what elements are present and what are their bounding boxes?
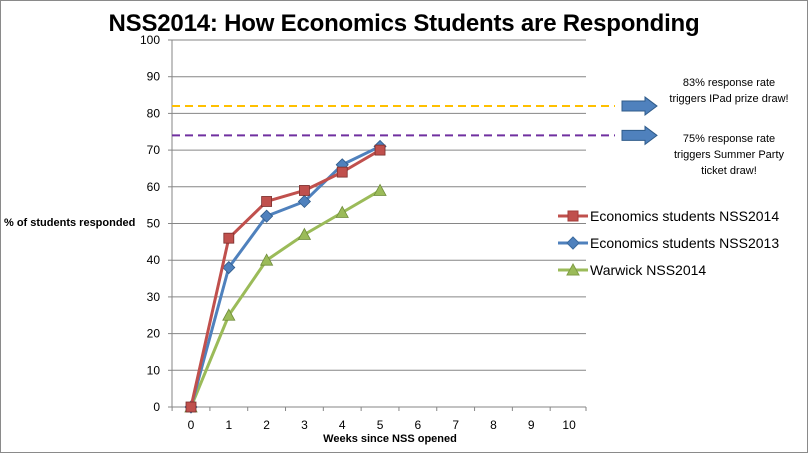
reference-lines [172,96,658,146]
legend-item-econ-2014: Economics students NSS2014 [558,205,779,232]
chart-title: NSS2014: How Economics Students are Resp… [108,10,700,37]
x-axis-label: Weeks since NSS opened [323,433,457,445]
y-tick-label: 90 [147,70,161,84]
legend-item-warwick-2014: Warwick NSS2014 [558,259,779,286]
data-point [374,144,386,156]
data-point [297,227,312,240]
data-point [222,308,236,321]
legend-label: Warwick NSS2014 [590,262,707,278]
data-series [184,139,387,414]
data-point [260,209,274,223]
y-tick-label: 10 [147,363,161,377]
y-axis-label: % of students responded [4,217,136,229]
x-tick-label: 3 [301,418,308,432]
data-point [222,260,236,275]
x-tick-label: 2 [263,418,270,432]
x-tick-label: 6 [415,418,422,432]
y-tick-label: 20 [147,327,161,341]
data-point [299,185,310,196]
y-tick-label: 40 [147,253,161,267]
x-tick-label: 0 [188,418,195,432]
series-0 [185,144,386,413]
grid-lines [172,39,586,371]
legend-marker-triangle [558,262,588,276]
y-tick-label: 50 [147,217,161,231]
legend-marker-square [558,210,588,222]
x-tick-label: 5 [377,418,384,432]
data-point [223,232,235,244]
arrow-icon [621,96,658,117]
data-point [336,166,348,178]
chart-legend: Economics students NSS2014 Economics stu… [558,205,779,286]
arrow-icon [621,125,658,146]
legend-label: Economics students NSS2014 [590,208,780,224]
x-tick-label: 8 [490,418,497,432]
y-tick-label: 100 [140,33,160,47]
legend-marker-diamond [558,236,588,250]
series-1 [184,139,387,414]
x-tick-label: 10 [562,418,576,432]
y-tick-label: 60 [147,180,161,194]
series-2 [184,183,387,413]
y-tick-label: 0 [153,400,160,414]
legend-item-econ-2013: Economics students NSS2013 [558,232,779,259]
axes [168,39,587,411]
data-point [335,205,349,218]
series-line [189,148,381,408]
x-tick-label: 4 [339,418,346,432]
x-tick-label: 1 [225,418,232,432]
x-tick-label: 7 [452,418,459,432]
series-line [189,145,381,408]
data-point [297,194,311,209]
y-tick-label: 80 [147,106,161,120]
party-draw-note: 75% response rate triggers Summer Party … [673,133,785,177]
y-tick-label: 70 [147,143,161,157]
data-point [261,196,273,207]
tick-labels: 0 10 20 30 40 50 60 70 80 90 100 0 1 2 3 4 5 6 7 8 9 10 [140,33,576,432]
data-point [373,183,387,196]
data-point [259,253,274,266]
series-line [189,189,381,408]
data-point [185,401,197,413]
y-tick-label: 30 [147,290,161,304]
legend-label: Economics students NSS2013 [590,235,780,251]
ipad-draw-note: 83% response rate triggers IPad prize dr… [669,77,789,105]
x-tick-label: 9 [528,418,535,432]
